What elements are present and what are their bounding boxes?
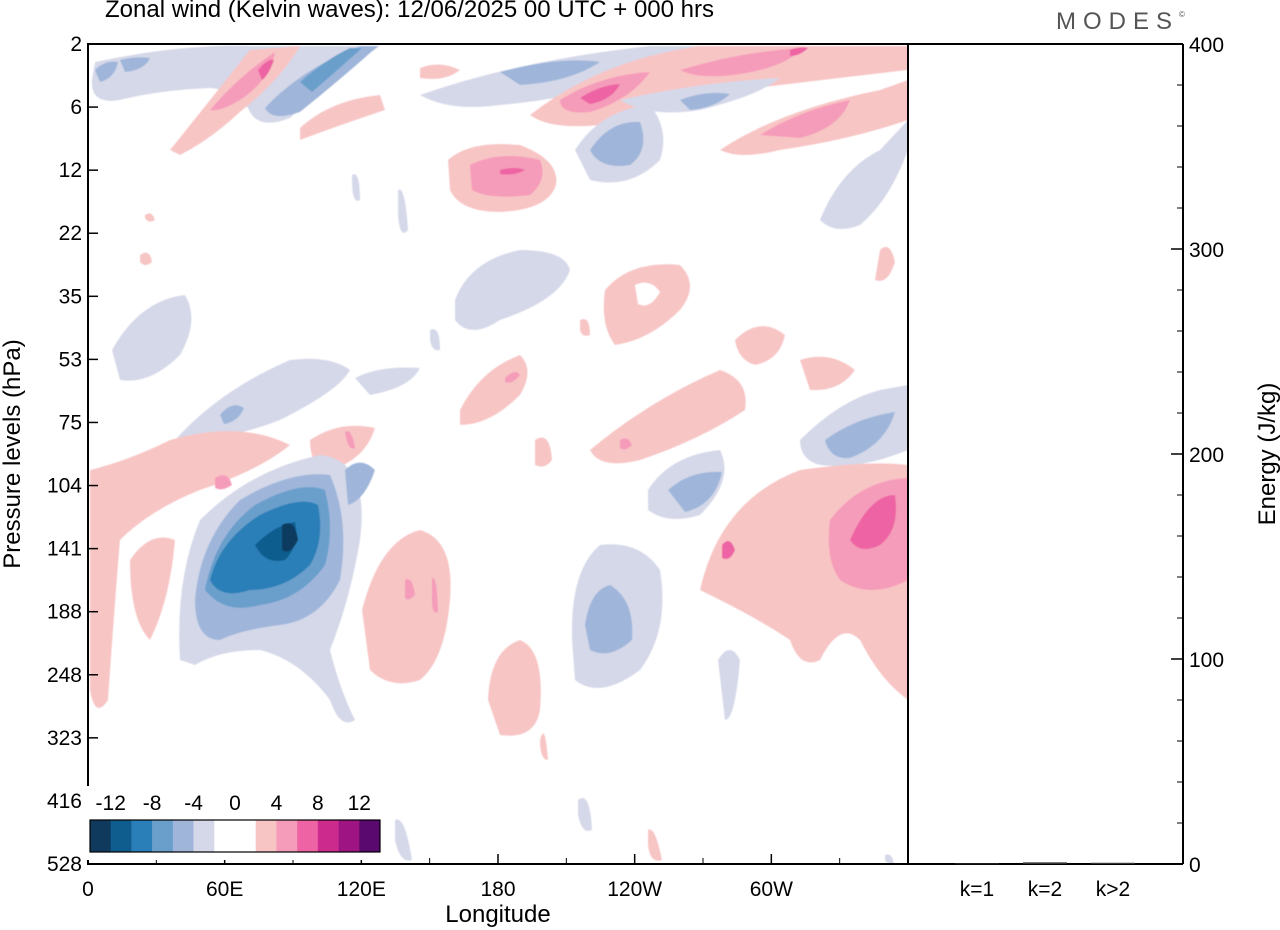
colorbar-swatch bbox=[359, 820, 381, 852]
y-tick-label: 12 bbox=[59, 159, 82, 182]
upper-right-bands bbox=[420, 46, 908, 229]
colorbar-label: 4 bbox=[271, 792, 283, 815]
left-positive-streak bbox=[90, 431, 290, 708]
y-tick-label: 416 bbox=[47, 790, 82, 813]
colorbar-label: -4 bbox=[184, 792, 203, 815]
colorbar-frame bbox=[89, 819, 381, 853]
y-tick-label: 528 bbox=[47, 853, 82, 876]
energy-panel: 0 100 200 300 400 k=1 k=2 k>2 Energy (J/kg) bbox=[908, 34, 1280, 901]
energy-x-tick-label: k=1 bbox=[960, 878, 994, 901]
chart-title: Zonal wind (Kelvin waves): 12/06/2025 00… bbox=[105, 0, 714, 23]
scattered-patches bbox=[94, 174, 895, 864]
colorbar-swatch bbox=[110, 820, 132, 852]
colorbar-label: -12 bbox=[96, 792, 126, 815]
colorbar-swatch bbox=[297, 820, 319, 852]
logo-text: MODES bbox=[1056, 8, 1180, 35]
x-tick-label: 60W bbox=[750, 878, 793, 901]
contour-field bbox=[88, 44, 908, 864]
y-tick-label: 188 bbox=[47, 601, 82, 624]
colorbar-label: 8 bbox=[312, 792, 324, 815]
y-tick-label: 75 bbox=[59, 411, 82, 434]
energy-y-tick-label: 300 bbox=[1189, 239, 1224, 262]
energy-bars bbox=[955, 862, 1135, 865]
x-axis-title: Longitude bbox=[445, 901, 550, 928]
energy-y-tick-label: 0 bbox=[1189, 854, 1201, 877]
colorbar-label: -8 bbox=[143, 792, 162, 815]
y-axis: 2 6 12 22 35 53 75 104 141 188 248 323 416 528 bbox=[47, 33, 98, 876]
colorbar: -12 -8 -4 0 4 8 12 bbox=[86, 786, 384, 860]
energy-y-axis: 0 100 200 300 400 bbox=[1171, 34, 1224, 877]
colorbar-swatch bbox=[90, 820, 112, 852]
colorbar-label: 0 bbox=[229, 792, 241, 815]
center-negative-cells bbox=[571, 450, 725, 688]
logo-copyright-mark: © bbox=[1179, 10, 1185, 19]
energy-bar bbox=[1023, 862, 1067, 864]
x-tick-label: 0 bbox=[82, 878, 94, 901]
colorbar-swatch bbox=[152, 820, 174, 852]
energy-y-tick-label: 200 bbox=[1189, 444, 1224, 467]
colorbar-swatch bbox=[193, 820, 215, 852]
y-tick-label: 53 bbox=[59, 348, 82, 371]
energy-y-tick-label: 100 bbox=[1189, 649, 1224, 672]
colorbar-swatch bbox=[255, 820, 277, 852]
colorbar-swatch bbox=[214, 820, 236, 852]
energy-y-tick-label: 400 bbox=[1189, 34, 1224, 57]
colorbar-swatch bbox=[235, 820, 257, 852]
colorbar-swatch bbox=[172, 820, 194, 852]
energy-bar bbox=[1091, 862, 1135, 864]
energy-x-axis: k=1 k=2 k>2 bbox=[960, 878, 1130, 901]
mid-negative-patches bbox=[112, 250, 908, 466]
colorbar-swatch bbox=[338, 820, 360, 852]
y-tick-label: 2 bbox=[70, 33, 82, 56]
y-tick-label: 141 bbox=[47, 538, 82, 561]
upper-positive-streak bbox=[170, 46, 460, 155]
x-tick-label: 120E bbox=[337, 878, 386, 901]
center-positive-cells bbox=[362, 463, 908, 760]
y-axis-title: Pressure levels (hPa) bbox=[0, 339, 26, 568]
colorbar-label: 12 bbox=[348, 792, 371, 815]
colorbar-swatch bbox=[276, 820, 298, 852]
energy-x-tick-label: k=2 bbox=[1028, 878, 1062, 901]
main-negative-blob bbox=[179, 455, 375, 723]
positive-cell-180 bbox=[448, 144, 557, 212]
y-tick-label: 22 bbox=[59, 222, 82, 245]
energy-axis-title: Energy (J/kg) bbox=[1254, 383, 1280, 526]
y-tick-label: 248 bbox=[47, 664, 82, 687]
x-tick-label: 120W bbox=[607, 878, 662, 901]
colorbar-swatch bbox=[317, 820, 339, 852]
colorbar-swatch bbox=[131, 820, 153, 852]
y-tick-label: 323 bbox=[47, 727, 82, 750]
y-tick-label: 104 bbox=[47, 475, 82, 498]
energy-x-tick-label: k>2 bbox=[1096, 878, 1130, 901]
modes-logo: MODES© bbox=[1056, 8, 1185, 36]
x-tick-label: 60E bbox=[206, 878, 243, 901]
y-tick-label: 35 bbox=[59, 285, 82, 308]
x-axis: 0 60E 120E 180 120W 60W bbox=[82, 854, 841, 901]
energy-bar bbox=[955, 863, 999, 865]
x-tick-label: 180 bbox=[480, 878, 515, 901]
y-tick-label: 6 bbox=[70, 96, 82, 119]
